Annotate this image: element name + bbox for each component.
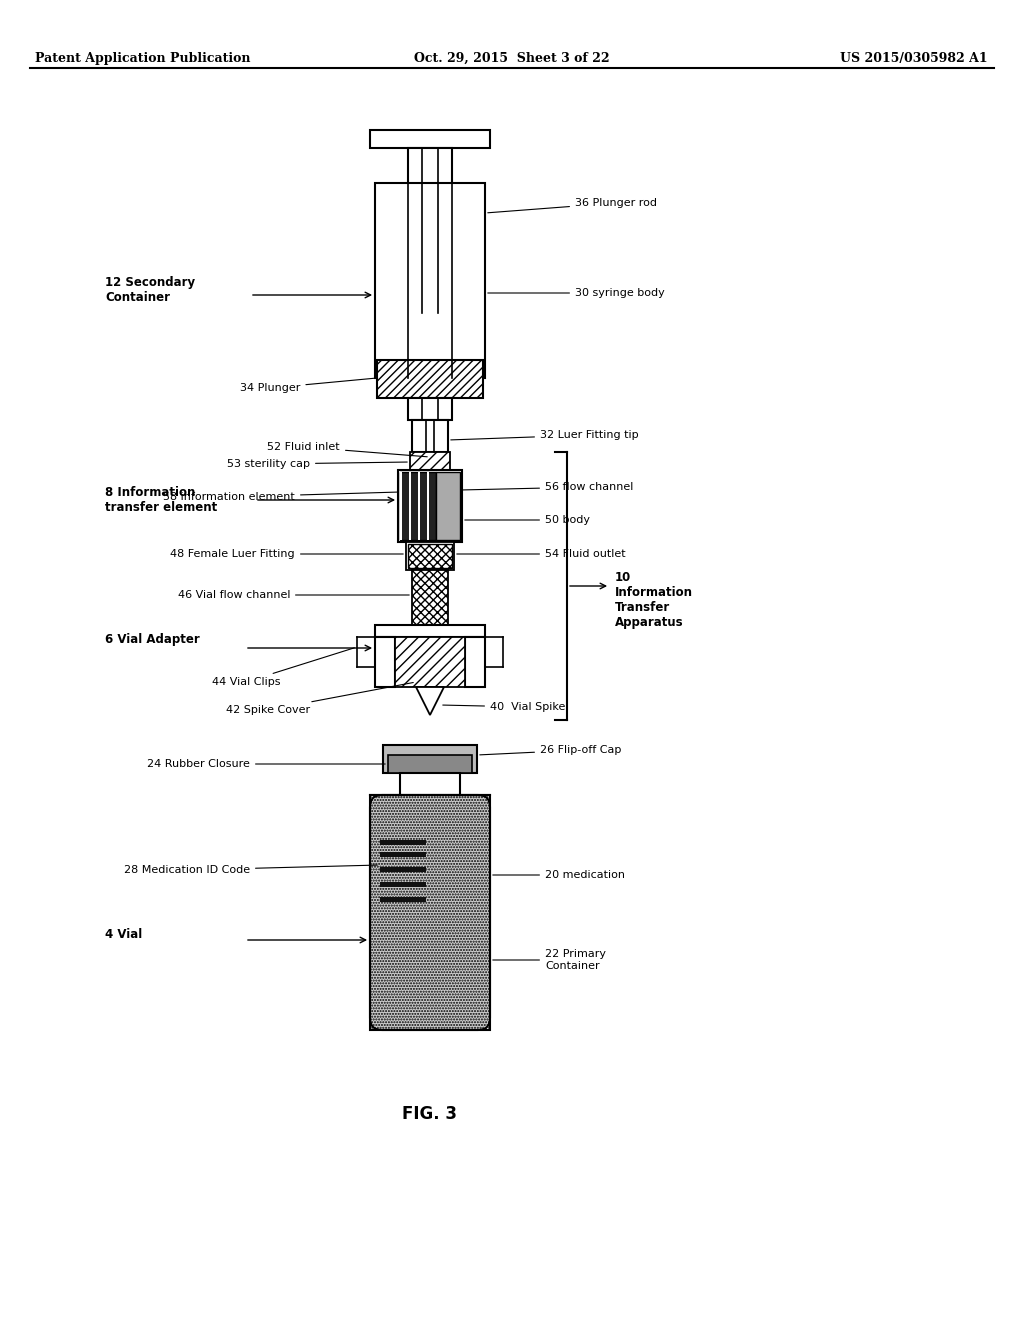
Text: 26 Flip-off Cap: 26 Flip-off Cap	[480, 744, 622, 755]
Bar	[408, 399, 452, 420]
Text: 42 Spike Cover: 42 Spike Cover	[226, 682, 414, 715]
Bar	[377, 360, 483, 399]
Text: 50 body: 50 body	[465, 515, 590, 525]
Bar	[370, 129, 490, 148]
Bar	[436, 473, 460, 540]
Bar	[465, 638, 485, 686]
Bar	[418, 473, 421, 540]
Text: 52 Fluid inlet: 52 Fluid inlet	[267, 442, 427, 457]
Bar	[388, 755, 472, 774]
Text: 22 Primary
Container: 22 Primary Container	[493, 949, 606, 970]
Bar	[412, 570, 449, 624]
Text: 48 Female Luer Fitting: 48 Female Luer Fitting	[170, 549, 403, 558]
Bar	[383, 744, 477, 774]
Text: 28 Medication ID Code: 28 Medication ID Code	[124, 865, 377, 875]
Text: 46 Vial flow channel: 46 Vial flow channel	[177, 590, 410, 601]
Bar	[375, 638, 395, 686]
Bar	[427, 473, 429, 540]
Bar	[380, 840, 426, 845]
Text: 58 information element: 58 information element	[163, 492, 397, 502]
Bar	[380, 882, 426, 887]
Bar	[380, 867, 426, 873]
Text: 34 Plunger: 34 Plunger	[240, 379, 374, 393]
Text: FIG. 3: FIG. 3	[402, 1105, 458, 1123]
Text: Oct. 29, 2015  Sheet 3 of 22: Oct. 29, 2015 Sheet 3 of 22	[414, 51, 610, 65]
Bar	[380, 851, 426, 857]
Bar	[395, 638, 465, 686]
Bar	[412, 420, 449, 451]
Text: 53 sterility cap: 53 sterility cap	[227, 459, 408, 469]
Text: 54 Fluid outlet: 54 Fluid outlet	[457, 549, 626, 558]
Bar	[398, 470, 462, 543]
Bar	[375, 624, 485, 638]
Bar	[400, 473, 402, 540]
Bar	[410, 451, 450, 470]
Text: 44 Vial Clips: 44 Vial Clips	[212, 648, 354, 686]
FancyBboxPatch shape	[370, 795, 490, 1030]
Bar	[400, 774, 460, 795]
Bar	[408, 148, 452, 313]
Text: 56 flow channel: 56 flow channel	[463, 482, 634, 492]
Text: 10
Information
Transfer
Apparatus: 10 Information Transfer Apparatus	[615, 572, 693, 630]
Text: 20 medication: 20 medication	[493, 870, 625, 880]
Bar	[408, 544, 452, 568]
Text: Patent Application Publication: Patent Application Publication	[35, 51, 251, 65]
Text: 32 Luer Fitting tip: 32 Luer Fitting tip	[451, 430, 639, 440]
Text: 6 Vial Adapter: 6 Vial Adapter	[105, 634, 200, 647]
Text: 24 Rubber Closure: 24 Rubber Closure	[147, 759, 385, 770]
Text: 12 Secondary
Container: 12 Secondary Container	[105, 276, 196, 304]
Text: 30 syringe body: 30 syringe body	[487, 288, 665, 298]
Text: 4 Vial: 4 Vial	[105, 928, 142, 941]
Bar	[406, 543, 454, 570]
Text: 40  Vial Spike: 40 Vial Spike	[442, 702, 565, 711]
Bar	[400, 473, 436, 540]
Text: 36 Plunger rod: 36 Plunger rod	[487, 198, 657, 213]
Polygon shape	[416, 686, 444, 715]
Bar	[370, 795, 490, 1030]
Text: US 2015/0305982 A1: US 2015/0305982 A1	[841, 51, 988, 65]
Bar	[375, 183, 485, 378]
Bar	[409, 473, 412, 540]
Bar	[380, 898, 426, 902]
Text: 8 Information
transfer element: 8 Information transfer element	[105, 486, 217, 513]
